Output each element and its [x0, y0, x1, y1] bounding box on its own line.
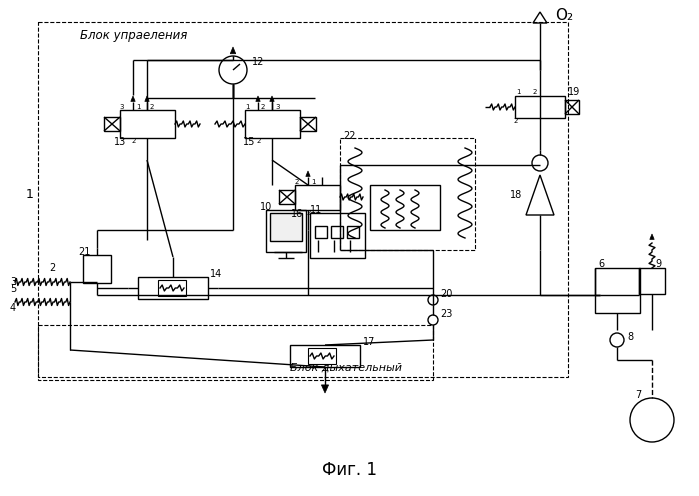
Bar	[266, 210, 306, 252]
Text: Фиг. 1: Фиг. 1	[322, 461, 377, 479]
Text: 2: 2	[49, 263, 55, 273]
Text: Блок упраеления: Блок упраеления	[80, 28, 187, 42]
Text: 12: 12	[252, 57, 264, 67]
Text: 19: 19	[568, 87, 580, 97]
Text: 11: 11	[310, 205, 322, 215]
Bar	[104, 117, 120, 131]
Text: 5: 5	[10, 284, 16, 294]
Polygon shape	[270, 96, 274, 101]
Bar	[290, 345, 360, 367]
Text: 1: 1	[245, 104, 250, 110]
Text: 1: 1	[516, 89, 520, 95]
Polygon shape	[131, 96, 135, 101]
Bar	[279, 190, 295, 204]
Text: 2: 2	[150, 104, 154, 110]
Text: 6: 6	[598, 259, 604, 269]
Bar	[38, 325, 433, 380]
Text: 2: 2	[261, 104, 265, 110]
Text: 22: 22	[343, 131, 356, 141]
Text: 10: 10	[260, 202, 272, 212]
Text: 16: 16	[291, 209, 303, 219]
Bar	[347, 226, 359, 238]
Bar	[120, 110, 175, 138]
Bar	[300, 117, 316, 131]
Text: 20: 20	[440, 289, 452, 299]
Polygon shape	[305, 171, 310, 177]
Text: 13: 13	[114, 137, 127, 147]
Polygon shape	[322, 385, 329, 393]
Text: 21: 21	[78, 247, 90, 257]
Text: 2: 2	[533, 89, 538, 95]
Text: 2: 2	[295, 179, 299, 185]
Text: 23: 23	[440, 309, 452, 319]
Text: 3: 3	[275, 104, 280, 110]
Bar	[331, 226, 343, 238]
Text: 2: 2	[514, 118, 518, 124]
Text: 8: 8	[627, 332, 633, 342]
Bar	[639, 268, 665, 294]
Bar	[370, 185, 440, 230]
Text: 2: 2	[307, 210, 311, 216]
Text: 2: 2	[132, 138, 136, 144]
Text: 18: 18	[510, 190, 522, 200]
Text: 17: 17	[363, 337, 375, 347]
Polygon shape	[256, 96, 260, 101]
Bar	[295, 185, 340, 210]
Bar	[308, 348, 336, 364]
Text: Блок дыхательный: Блок дыхательный	[290, 363, 402, 373]
Polygon shape	[145, 96, 149, 101]
Bar	[83, 255, 111, 283]
Text: 3: 3	[120, 104, 124, 110]
Text: 1: 1	[26, 188, 34, 201]
Text: 1: 1	[136, 104, 140, 110]
Text: 9: 9	[655, 259, 661, 269]
Text: 14: 14	[210, 269, 222, 279]
Bar	[595, 268, 640, 313]
Bar	[515, 96, 565, 118]
Text: 7: 7	[635, 390, 641, 400]
Text: O₂: O₂	[555, 7, 573, 22]
Bar	[158, 280, 186, 296]
Bar	[38, 22, 568, 377]
Polygon shape	[230, 47, 236, 54]
Text: 3: 3	[10, 277, 16, 287]
Bar	[138, 277, 208, 299]
Text: 15: 15	[243, 137, 255, 147]
Bar	[565, 100, 579, 114]
Bar	[310, 213, 365, 258]
Polygon shape	[650, 234, 654, 240]
Bar	[340, 138, 475, 250]
Text: 1: 1	[311, 179, 315, 185]
Bar	[245, 110, 300, 138]
Text: 4: 4	[10, 303, 16, 313]
Text: 2: 2	[257, 138, 261, 144]
Bar	[270, 213, 302, 241]
Bar	[315, 226, 327, 238]
